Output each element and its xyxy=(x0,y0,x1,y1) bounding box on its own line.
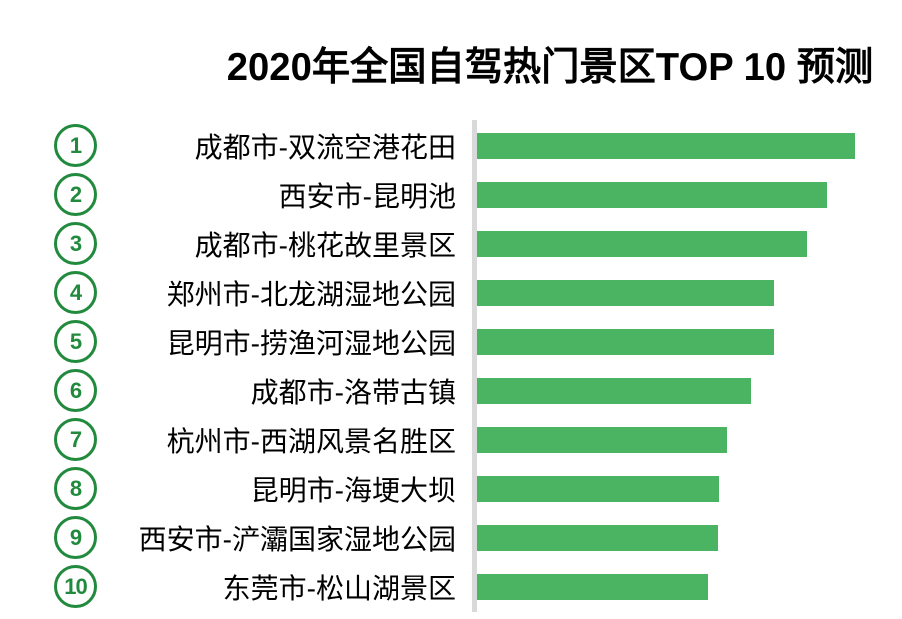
bar xyxy=(477,377,751,404)
axis-baseline xyxy=(472,120,477,612)
rank-badge: 9 xyxy=(54,516,97,559)
chart-title: 2020年全国自驾热门景区TOP 10 预测 xyxy=(226,46,874,89)
table-row: 3 成都市-桃花故里景区 xyxy=(0,219,902,268)
table-row: 5 昆明市-捞渔河湿地公园 xyxy=(0,317,902,366)
scenic-spot-label: 西安市-浐灞国家湿地公园 xyxy=(138,523,456,555)
bar-area xyxy=(477,426,902,453)
scenic-spot-label: 杭州市-西湖风景名胜区 xyxy=(166,425,456,457)
rank-number: 1 xyxy=(69,132,82,158)
bar xyxy=(477,230,807,257)
table-row: 1 成都市-双流空港花田 xyxy=(0,121,902,170)
bar xyxy=(477,426,727,453)
bar-area xyxy=(477,573,902,600)
rank-badge: 5 xyxy=(54,320,97,363)
bar-rows: 1 成都市-双流空港花田 2 西安市-昆明池 3 成都市-桃花故里景区 4 郑州… xyxy=(0,121,902,611)
rank-number: 10 xyxy=(64,573,88,599)
bar-area xyxy=(477,230,902,257)
scenic-spot-label: 成都市-双流空港花田 xyxy=(194,131,456,163)
scenic-spot-label: 成都市-洛带古镇 xyxy=(250,376,456,408)
rank-number: 5 xyxy=(69,328,82,354)
bar-area xyxy=(477,377,902,404)
rank-badge: 1 xyxy=(54,124,97,167)
scenic-spot-label: 郑州市-北龙湖湿地公园 xyxy=(166,278,456,310)
rank-badge: 4 xyxy=(54,271,97,314)
rank-badge: 7 xyxy=(54,418,97,461)
scenic-spot-label: 昆明市-捞渔河湿地公园 xyxy=(166,327,456,359)
rank-badge: 10 xyxy=(54,565,97,608)
rank-number: 7 xyxy=(69,426,82,452)
bar-area xyxy=(477,524,902,551)
scenic-spot-label: 成都市-桃花故里景区 xyxy=(194,229,456,261)
bar-area xyxy=(477,132,902,159)
rank-badge: 2 xyxy=(54,173,97,216)
bar xyxy=(477,279,774,306)
bar xyxy=(477,132,855,159)
rank-number: 3 xyxy=(69,230,82,256)
rank-badge: 3 xyxy=(54,222,97,265)
scenic-spot-label: 昆明市-海埂大坝 xyxy=(250,474,456,506)
bar-area xyxy=(477,328,902,355)
rank-number: 9 xyxy=(69,524,82,550)
rank-badge: 6 xyxy=(54,369,97,412)
table-row: 8 昆明市-海埂大坝 xyxy=(0,464,902,513)
rank-number: 6 xyxy=(69,377,82,403)
table-row: 7 杭州市-西湖风景名胜区 xyxy=(0,415,902,464)
bar-area xyxy=(477,181,902,208)
rank-badge: 8 xyxy=(54,467,97,510)
bar-area xyxy=(477,475,902,502)
table-row: 10 东莞市-松山湖景区 xyxy=(0,562,902,611)
bar xyxy=(477,573,708,600)
rank-number: 2 xyxy=(69,181,82,207)
bar xyxy=(477,524,718,551)
bar xyxy=(477,328,774,355)
table-row: 9 西安市-浐灞国家湿地公园 xyxy=(0,513,902,562)
rank-number: 4 xyxy=(69,279,82,305)
bar xyxy=(477,181,827,208)
table-row: 4 郑州市-北龙湖湿地公园 xyxy=(0,268,902,317)
bar-area xyxy=(477,279,902,306)
rank-number: 8 xyxy=(69,475,82,501)
scenic-spot-label: 西安市-昆明池 xyxy=(278,180,456,212)
table-row: 6 成都市-洛带古镇 xyxy=(0,366,902,415)
table-row: 2 西安市-昆明池 xyxy=(0,170,902,219)
bar xyxy=(477,475,719,502)
scenic-spot-label: 东莞市-松山湖景区 xyxy=(222,572,456,604)
